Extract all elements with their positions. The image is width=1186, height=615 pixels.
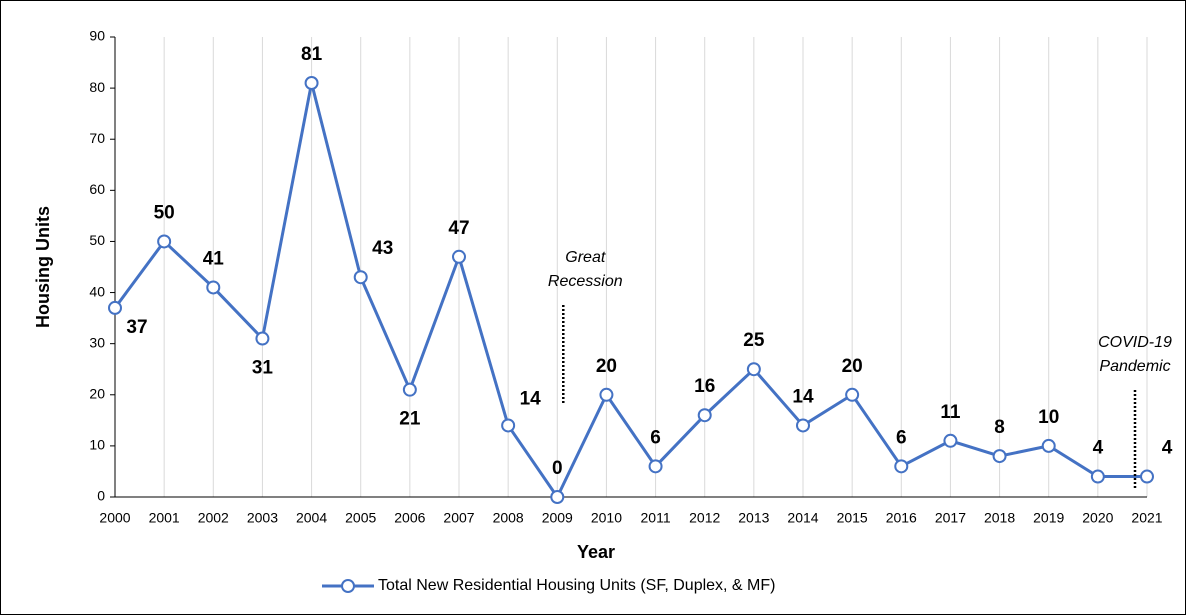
x-tick-label: 2017 [935, 510, 966, 526]
data-label: 47 [448, 218, 469, 239]
annotation: Great [565, 249, 606, 266]
y-tick-label: 80 [89, 79, 105, 95]
point [697, 408, 712, 423]
point [599, 387, 614, 402]
x-tick-label: 2010 [591, 510, 622, 526]
x-tick-label: 2016 [886, 510, 917, 526]
data-label: 41 [203, 248, 225, 269]
point [353, 270, 368, 285]
x-tick-label: 2006 [394, 510, 425, 526]
y-tick-label: 30 [89, 334, 105, 350]
point [1041, 438, 1056, 453]
x-tick-label: 2001 [149, 510, 180, 526]
x-tick-label: 2021 [1131, 510, 1162, 526]
x-tick-label: 2019 [1033, 510, 1064, 526]
x-tick-label: 2002 [198, 510, 229, 526]
annotation: COVID-19 [1098, 334, 1172, 351]
point [648, 459, 663, 474]
point [943, 433, 958, 448]
point [1140, 469, 1154, 484]
data-label: 14 [792, 386, 814, 407]
y-tick-label: 20 [89, 385, 105, 401]
x-tick-label: 2007 [443, 510, 474, 526]
x-tick-label: 2012 [689, 510, 720, 526]
data-label: 14 [520, 388, 542, 409]
x-tick-label: 2009 [542, 510, 573, 526]
point [550, 490, 565, 504]
annotation: Pandemic [1099, 358, 1170, 375]
x-tick-label: 2004 [296, 510, 327, 526]
x-tick-label: 2020 [1082, 510, 1113, 526]
y-tick-label: 90 [89, 28, 105, 44]
y-tick-label: 50 [89, 232, 105, 248]
data-label: 6 [896, 427, 907, 448]
x-tick-label: 2018 [984, 510, 1015, 526]
legend-label: Total New Residential Housing Units (SF,… [378, 577, 775, 594]
x-tick-label: 2008 [493, 510, 524, 526]
point [108, 300, 122, 315]
point [206, 280, 221, 295]
point [796, 418, 810, 433]
point [845, 387, 860, 402]
data-label: 4 [1162, 438, 1173, 459]
point [746, 362, 761, 377]
data-label: 43 [372, 238, 393, 259]
y-axis-label: Housing Units [33, 206, 53, 328]
y-tick-label: 40 [89, 283, 105, 299]
data-label: 31 [252, 358, 274, 379]
data-label: 21 [399, 409, 421, 430]
data-label: 11 [940, 402, 961, 423]
data-label: 25 [743, 330, 765, 351]
x-tick-label: 2014 [787, 510, 818, 526]
data-label: 4 [1093, 438, 1104, 459]
point [501, 418, 516, 433]
point [157, 234, 172, 249]
x-tick-label: 2013 [738, 510, 769, 526]
point [452, 249, 466, 264]
data-label: 37 [126, 317, 147, 338]
x-tick-label: 2015 [837, 510, 868, 526]
x-tick-label: 2003 [247, 510, 278, 526]
y-tick-label: 10 [89, 437, 105, 453]
data-label: 20 [596, 356, 617, 377]
point [894, 459, 909, 474]
data-label: 81 [301, 44, 323, 65]
annotation: Recession [548, 273, 623, 290]
x-axis-label: Year [577, 542, 615, 562]
data-label: 6 [650, 427, 661, 448]
data-label: 0 [552, 458, 563, 479]
x-tick-label: 2005 [345, 510, 376, 526]
x-tick-label: 2011 [641, 510, 671, 526]
y-tick-label: 70 [89, 130, 105, 146]
point [1090, 469, 1105, 484]
point [304, 76, 319, 90]
point [992, 449, 1007, 464]
data-label: 8 [994, 417, 1005, 438]
x-tick-label: 2000 [99, 510, 130, 526]
y-tick-label: 60 [89, 181, 105, 197]
point [402, 382, 417, 397]
data-label: 10 [1038, 407, 1059, 428]
data-label: 20 [842, 356, 863, 377]
data-label: 50 [154, 202, 175, 223]
y-tick-label: 0 [97, 488, 105, 504]
point [255, 331, 270, 346]
series-line [113, 82, 1147, 500]
legend-marker [341, 579, 355, 593]
data-label: 16 [694, 376, 715, 397]
